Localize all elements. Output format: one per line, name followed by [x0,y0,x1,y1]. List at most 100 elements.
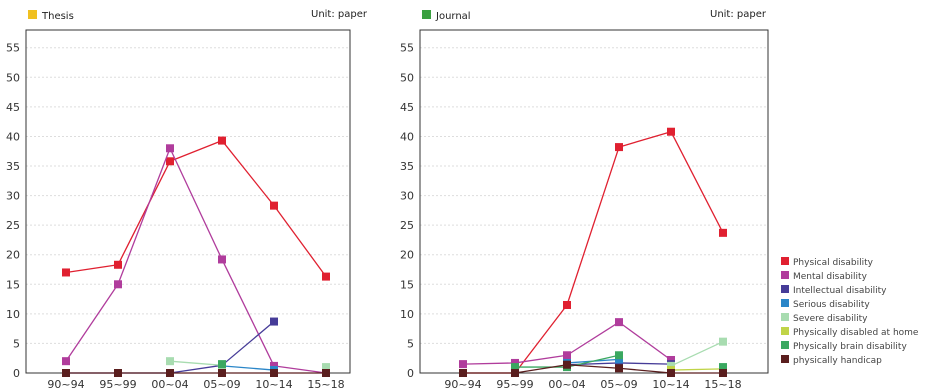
series-line-segment [169,139,223,162]
x-tick-label: 15~18 [307,378,344,391]
series-line-segment [618,321,672,361]
x-tick-label: 95~99 [99,378,136,391]
data-point [719,337,727,346]
data-point [218,255,226,264]
series-line-segment [169,364,223,374]
data-point [615,364,623,373]
unit-label: Unit: paper [311,9,368,20]
x-tick-label: 10~14 [255,378,292,391]
data-point [114,369,122,377]
y-tick-label: 35 [6,160,20,173]
y-tick-label: 35 [400,160,414,173]
series-line-segment [514,304,568,374]
y-tick-label: 0 [13,367,20,380]
data-point [270,317,278,326]
y-tick-label: 40 [6,130,20,143]
series-mental-disability [62,144,330,377]
series-line-segment [65,283,119,362]
data-point [114,260,122,269]
series-line-segment [618,362,672,365]
data-point [719,369,727,377]
y-tick-label: 10 [400,308,414,321]
data-point [166,357,174,366]
data-point [270,369,278,377]
series-line-segment [566,364,620,369]
series-physically-handicap [459,360,727,377]
data-point [719,228,727,237]
legend-swatch [781,299,789,307]
plot-frame [419,29,769,374]
series-mental-disability [459,318,675,369]
series-line-segment [117,160,171,266]
data-point [563,351,571,360]
data-point [114,280,122,289]
data-point [511,363,519,372]
x-tick-label: 95~99 [496,378,533,391]
x-tick-label: 15~18 [704,378,741,391]
series-line-segment [566,146,620,306]
series-line-segment [670,131,724,234]
series-line-segment [169,360,223,366]
legend-item-label: Physically brain disability [793,342,907,352]
series-line-segment [65,264,119,274]
data-point [322,363,330,372]
data-point [615,143,623,152]
data-point [270,361,278,370]
x-tick-label: 90~94 [47,378,84,391]
data-point [62,369,70,377]
x-tick-label: 05~09 [203,378,240,391]
data-point [511,369,519,377]
y-tick-label: 5 [407,337,414,350]
data-point [667,369,675,377]
data-point [459,360,467,369]
x-tick-label: 05~09 [600,378,637,391]
y-tick-label: 50 [400,71,414,84]
data-point [218,360,226,369]
series-line-segment [221,140,275,207]
title-marker-icon [422,10,431,19]
series-line-segment [273,205,327,277]
data-point [667,355,675,364]
x-tick-label: 10~14 [652,378,689,391]
data-point [166,157,174,166]
x-tick-label: 00~04 [151,378,188,391]
legend-swatch [781,327,789,335]
legend-item-label: physically handicap [793,356,882,366]
series-line-segment [169,148,223,260]
y-tick-label: 30 [6,190,20,203]
series-line-segment [221,259,275,367]
data-point [667,361,675,370]
y-tick-label: 25 [6,219,20,232]
data-point [667,127,675,136]
data-point [322,369,330,377]
series-physical-disability [459,127,727,377]
legend-swatch [781,285,789,293]
legend-swatch [781,313,789,321]
data-point [62,357,70,366]
legend-item-label: Intellectual disability [793,286,887,296]
series-line-segment [670,368,724,371]
y-tick-label: 5 [13,337,20,350]
series-physical-disability [62,136,330,281]
y-tick-label: 20 [400,249,414,262]
data-point [322,272,330,281]
legend-item-label: Physically disabled at home [793,328,919,338]
y-tick-label: 50 [6,71,20,84]
legend-swatch [781,257,789,265]
x-tick-label: 90~94 [444,378,481,391]
data-point [563,360,571,369]
legend-swatch [781,341,789,349]
legend-swatch [781,271,789,279]
series-severe-disability [166,357,330,372]
y-tick-label: 55 [400,42,414,55]
data-point [166,144,174,153]
data-point [563,300,571,309]
series-severe-disability [667,337,727,370]
data-point [166,369,174,377]
y-tick-label: 25 [400,219,414,232]
data-point [459,369,467,377]
y-tick-label: 55 [6,42,20,55]
data-point [719,363,727,372]
legend-item-label: Physical disability [793,258,874,268]
